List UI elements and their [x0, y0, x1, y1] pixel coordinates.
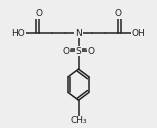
Text: O: O — [87, 47, 94, 56]
Text: O: O — [63, 47, 70, 56]
Text: CH₃: CH₃ — [70, 116, 87, 125]
Text: S: S — [76, 47, 81, 56]
Text: O: O — [115, 9, 122, 18]
Text: O: O — [35, 9, 42, 18]
Text: HO: HO — [11, 29, 25, 38]
Text: N: N — [75, 29, 82, 38]
Text: OH: OH — [132, 29, 146, 38]
